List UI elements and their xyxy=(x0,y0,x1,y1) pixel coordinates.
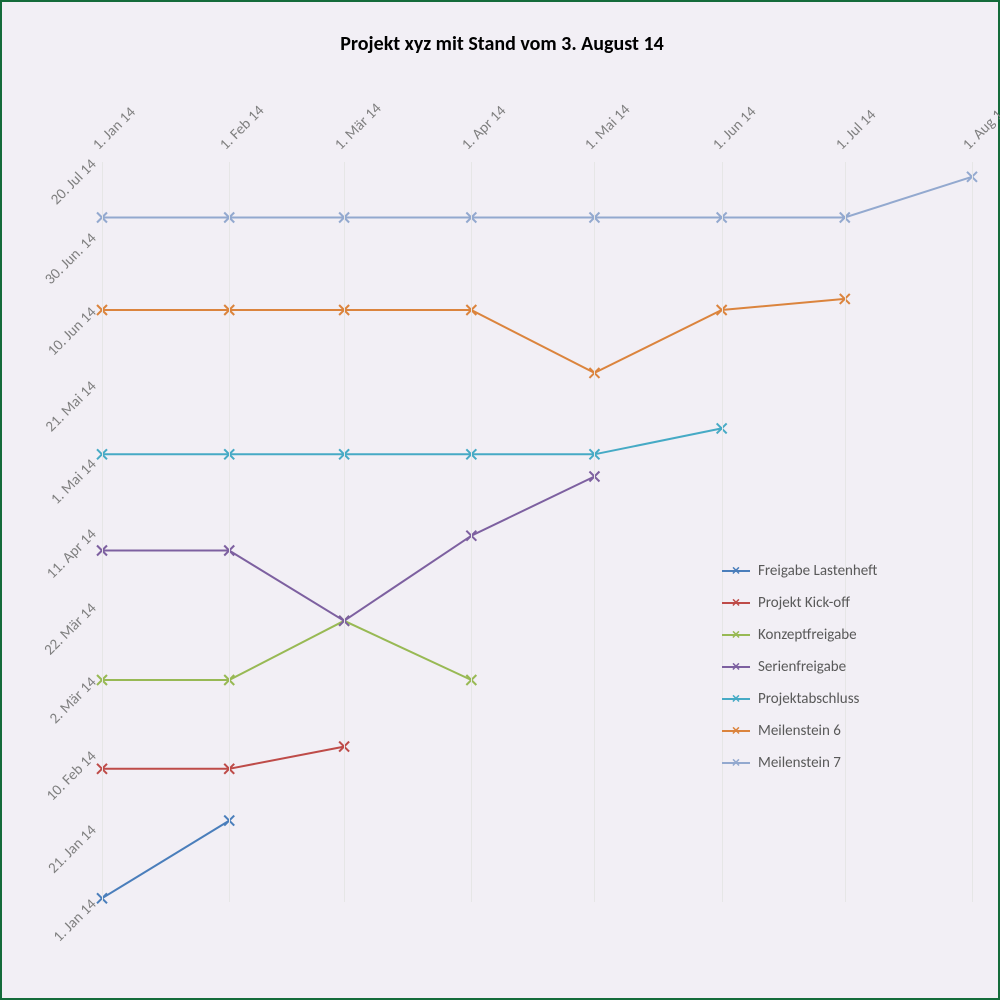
legend-item: × Projekt Kick-off xyxy=(722,594,877,612)
x-gridline xyxy=(102,162,103,902)
legend-item: × Konzeptfreigabe xyxy=(722,626,877,644)
legend-swatch: × xyxy=(722,730,750,732)
plot-area xyxy=(102,162,972,902)
x-tick-label: 1. Jun 14 xyxy=(709,103,760,154)
data-lines xyxy=(102,162,972,902)
legend-label: Serienfreigabe xyxy=(758,658,846,676)
legend-marker-icon: × xyxy=(732,562,740,581)
series-line xyxy=(102,299,845,373)
legend-swatch: × xyxy=(722,634,750,636)
series-line xyxy=(102,477,594,621)
legend-item: × Projektabschluss xyxy=(722,690,877,708)
y-tick-label: 21. Jan 14 xyxy=(45,822,101,878)
legend-label: Projektabschluss xyxy=(758,690,859,708)
x-tick-label: 1. Feb 14 xyxy=(216,102,268,154)
y-tick-label: 30. Jun. 14 xyxy=(41,230,100,289)
legend-swatch: × xyxy=(722,698,750,700)
y-tick-label: 20. Jul 14 xyxy=(47,156,100,209)
legend-swatch: × xyxy=(722,570,750,572)
legend-marker-icon: × xyxy=(732,722,740,741)
legend-swatch: × xyxy=(722,602,750,604)
x-gridline xyxy=(594,162,595,902)
legend-item: × Meilenstein 6 xyxy=(722,722,877,740)
x-tick-label: 1. Jul 14 xyxy=(832,106,880,154)
series-line xyxy=(102,747,344,769)
y-tick-label: 1. Jan 14 xyxy=(50,896,100,946)
legend-marker-icon: × xyxy=(732,594,740,613)
x-gridline xyxy=(471,162,472,902)
legend: × Freigabe Lastenheft × Projekt Kick-off × Ko… xyxy=(722,562,877,786)
legend-swatch: × xyxy=(722,762,750,764)
x-gridline xyxy=(972,162,973,902)
legend-swatch: × xyxy=(722,666,750,668)
legend-marker-icon: × xyxy=(732,658,740,677)
y-tick-label: 11. Apr 14 xyxy=(43,526,100,583)
legend-marker-icon: × xyxy=(732,626,740,645)
chart-title: Projekt xyz mit Stand vom 3. August 14 xyxy=(2,32,1000,56)
series-line xyxy=(102,821,229,899)
y-tick-label: 22. Mär 14 xyxy=(41,600,101,660)
x-tick-label: 1. Mär 14 xyxy=(331,100,385,154)
legend-marker-icon: × xyxy=(732,754,740,773)
y-tick-label: 10. Feb 14 xyxy=(43,748,100,805)
x-tick-label: 1. Apr 14 xyxy=(459,102,511,154)
legend-label: Meilenstein 7 xyxy=(758,754,841,772)
y-tick-label: 21. Mai 14 xyxy=(42,378,100,436)
chart-canvas: Projekt xyz mit Stand vom 3. August 14 ×… xyxy=(0,0,1000,1000)
x-tick-label: 1. Jan 14 xyxy=(89,104,139,154)
x-gridline xyxy=(845,162,846,902)
y-tick-label: 1. Mai 14 xyxy=(47,455,100,508)
y-tick-label: 2. Mär 14 xyxy=(46,674,100,728)
series-line xyxy=(102,621,471,680)
x-gridline xyxy=(722,162,723,902)
x-gridline xyxy=(344,162,345,902)
legend-item: × Serienfreigabe xyxy=(722,658,877,676)
legend-marker-icon: × xyxy=(732,690,740,709)
x-tick-label: 1. Mai 14 xyxy=(582,101,635,154)
x-gridline xyxy=(229,162,230,902)
legend-item: × Meilenstein 7 xyxy=(722,754,877,772)
x-tick-label: 1. Aug 14 xyxy=(959,101,1000,154)
legend-label: Meilenstein 6 xyxy=(758,722,841,740)
y-tick-label: 10. Jun 14 xyxy=(44,304,100,360)
legend-item: × Freigabe Lastenheft xyxy=(722,562,877,580)
legend-label: Konzeptfreigabe xyxy=(758,626,857,644)
series-line xyxy=(102,177,972,218)
series-line xyxy=(102,428,722,454)
legend-label: Projekt Kick-off xyxy=(758,594,850,612)
legend-label: Freigabe Lastenheft xyxy=(758,562,877,580)
